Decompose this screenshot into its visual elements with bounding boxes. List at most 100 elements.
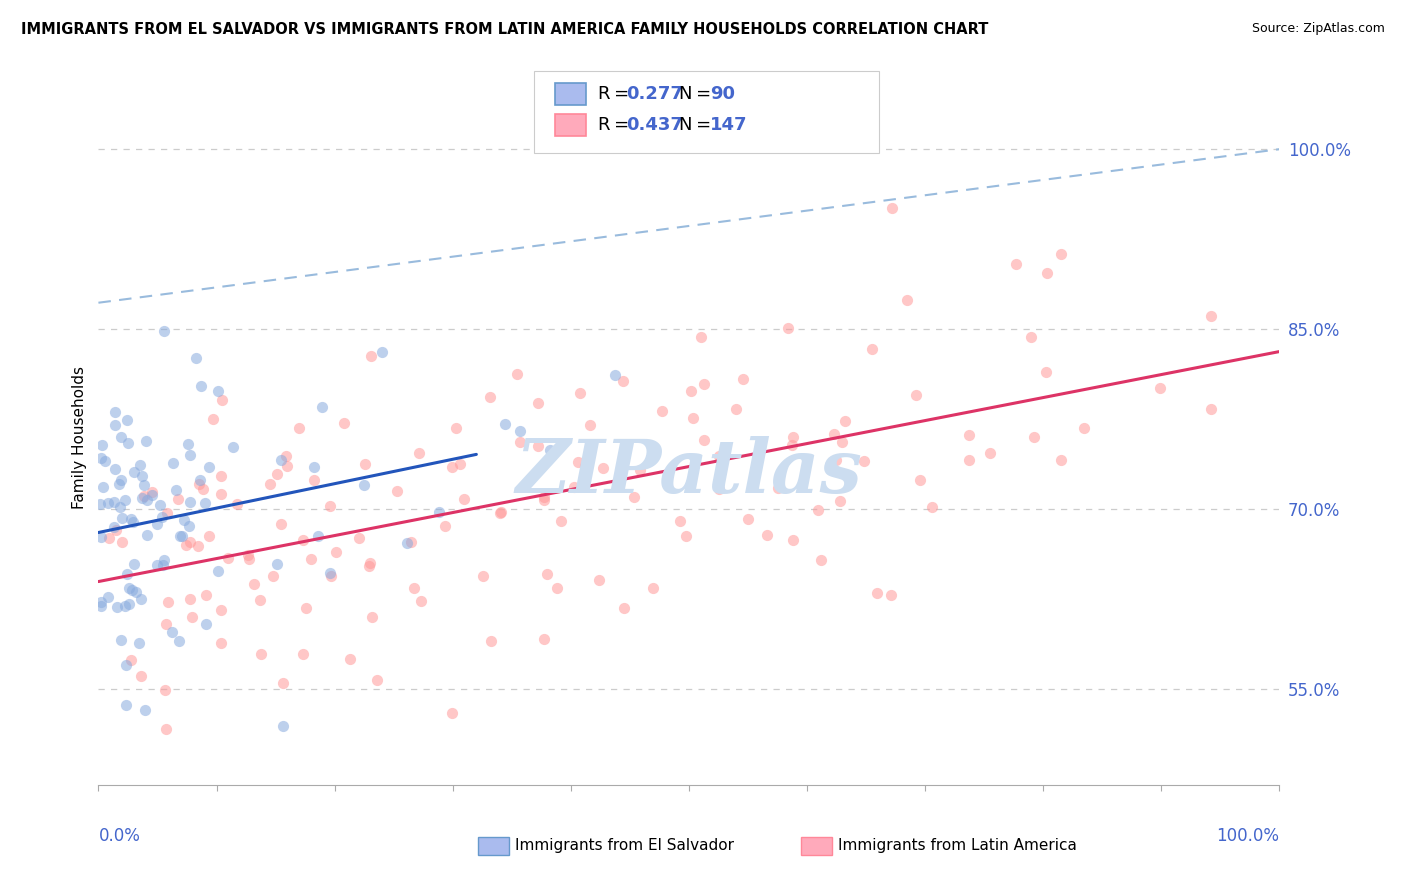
Point xyxy=(768,481,790,495)
Point xyxy=(880,588,903,602)
Point xyxy=(111,535,134,549)
Point xyxy=(209,636,232,650)
Point xyxy=(129,458,152,472)
Point xyxy=(957,453,980,467)
Point xyxy=(177,436,200,450)
Point xyxy=(613,601,636,615)
Point xyxy=(533,493,555,508)
Point xyxy=(852,453,875,467)
Point xyxy=(177,518,200,533)
Point xyxy=(124,466,146,480)
Point xyxy=(780,438,803,452)
Point xyxy=(725,401,748,416)
Point xyxy=(623,490,645,504)
Point xyxy=(90,450,112,465)
Point xyxy=(114,493,136,508)
Point xyxy=(225,497,247,511)
Point xyxy=(132,489,155,503)
Point xyxy=(1019,329,1042,343)
Point xyxy=(90,530,112,544)
Point xyxy=(449,457,471,471)
Point xyxy=(128,635,150,649)
Text: Immigrants from El Salvador: Immigrants from El Salvador xyxy=(515,838,734,853)
Point xyxy=(675,529,697,543)
Point xyxy=(211,393,233,408)
Point xyxy=(1022,430,1045,444)
Point xyxy=(259,477,281,491)
Point xyxy=(135,434,157,449)
Point xyxy=(471,569,494,583)
Point xyxy=(755,527,778,541)
Point xyxy=(731,371,754,385)
Point xyxy=(110,500,132,515)
Point xyxy=(692,377,714,392)
Point xyxy=(612,374,634,388)
Point xyxy=(1149,381,1171,395)
Point xyxy=(165,483,187,497)
Point xyxy=(579,418,602,433)
Point xyxy=(249,593,271,607)
Point xyxy=(197,529,219,543)
Text: 0.277: 0.277 xyxy=(626,85,682,103)
Point xyxy=(479,634,502,648)
Point xyxy=(115,657,138,672)
Point xyxy=(94,454,117,468)
Point xyxy=(321,569,343,583)
Point xyxy=(198,460,221,475)
Point xyxy=(193,482,215,496)
Point xyxy=(533,490,555,504)
Point xyxy=(434,519,457,533)
Point xyxy=(202,412,225,426)
Point xyxy=(339,652,361,666)
Point xyxy=(304,473,326,487)
Text: 0.0%: 0.0% xyxy=(98,827,141,845)
Point xyxy=(540,443,562,458)
Point xyxy=(146,516,169,531)
Point xyxy=(823,427,845,442)
Point xyxy=(134,703,156,717)
Point xyxy=(276,459,298,474)
Point xyxy=(292,533,315,548)
Point xyxy=(592,461,614,475)
Point xyxy=(1050,453,1073,467)
Point xyxy=(125,585,148,599)
Point xyxy=(132,478,155,492)
Point xyxy=(136,492,159,507)
Point xyxy=(509,435,531,450)
Point xyxy=(860,342,883,356)
Point xyxy=(866,585,889,599)
Text: IMMIGRANTS FROM EL SALVADOR VS IMMIGRANTS FROM LATIN AMERICA FAMILY HOUSEHOLDS C: IMMIGRANTS FROM EL SALVADOR VS IMMIGRANT… xyxy=(21,22,988,37)
Point xyxy=(359,556,381,570)
Point xyxy=(105,599,128,614)
Point xyxy=(179,592,201,607)
Point xyxy=(776,321,799,335)
Point xyxy=(299,552,322,566)
Point xyxy=(404,581,426,595)
Point xyxy=(385,483,408,498)
Point xyxy=(1050,246,1073,260)
Point xyxy=(1201,402,1223,417)
Point xyxy=(179,495,201,509)
Point xyxy=(441,460,464,475)
Point xyxy=(110,633,132,648)
Point xyxy=(153,324,176,338)
Point xyxy=(117,412,139,426)
Point xyxy=(238,552,260,566)
Point xyxy=(491,506,513,520)
Point xyxy=(89,497,111,511)
Point xyxy=(217,550,239,565)
Point xyxy=(1036,266,1059,280)
Point xyxy=(135,528,157,542)
Point xyxy=(302,460,325,475)
Point xyxy=(347,531,370,545)
Point xyxy=(104,462,127,476)
Point xyxy=(567,454,589,468)
Point xyxy=(1073,420,1095,434)
Point xyxy=(172,529,194,543)
Point xyxy=(180,610,202,624)
Point xyxy=(709,449,731,463)
Point xyxy=(1199,309,1222,323)
Point xyxy=(354,458,377,472)
Point xyxy=(211,469,233,483)
Point xyxy=(908,473,931,487)
